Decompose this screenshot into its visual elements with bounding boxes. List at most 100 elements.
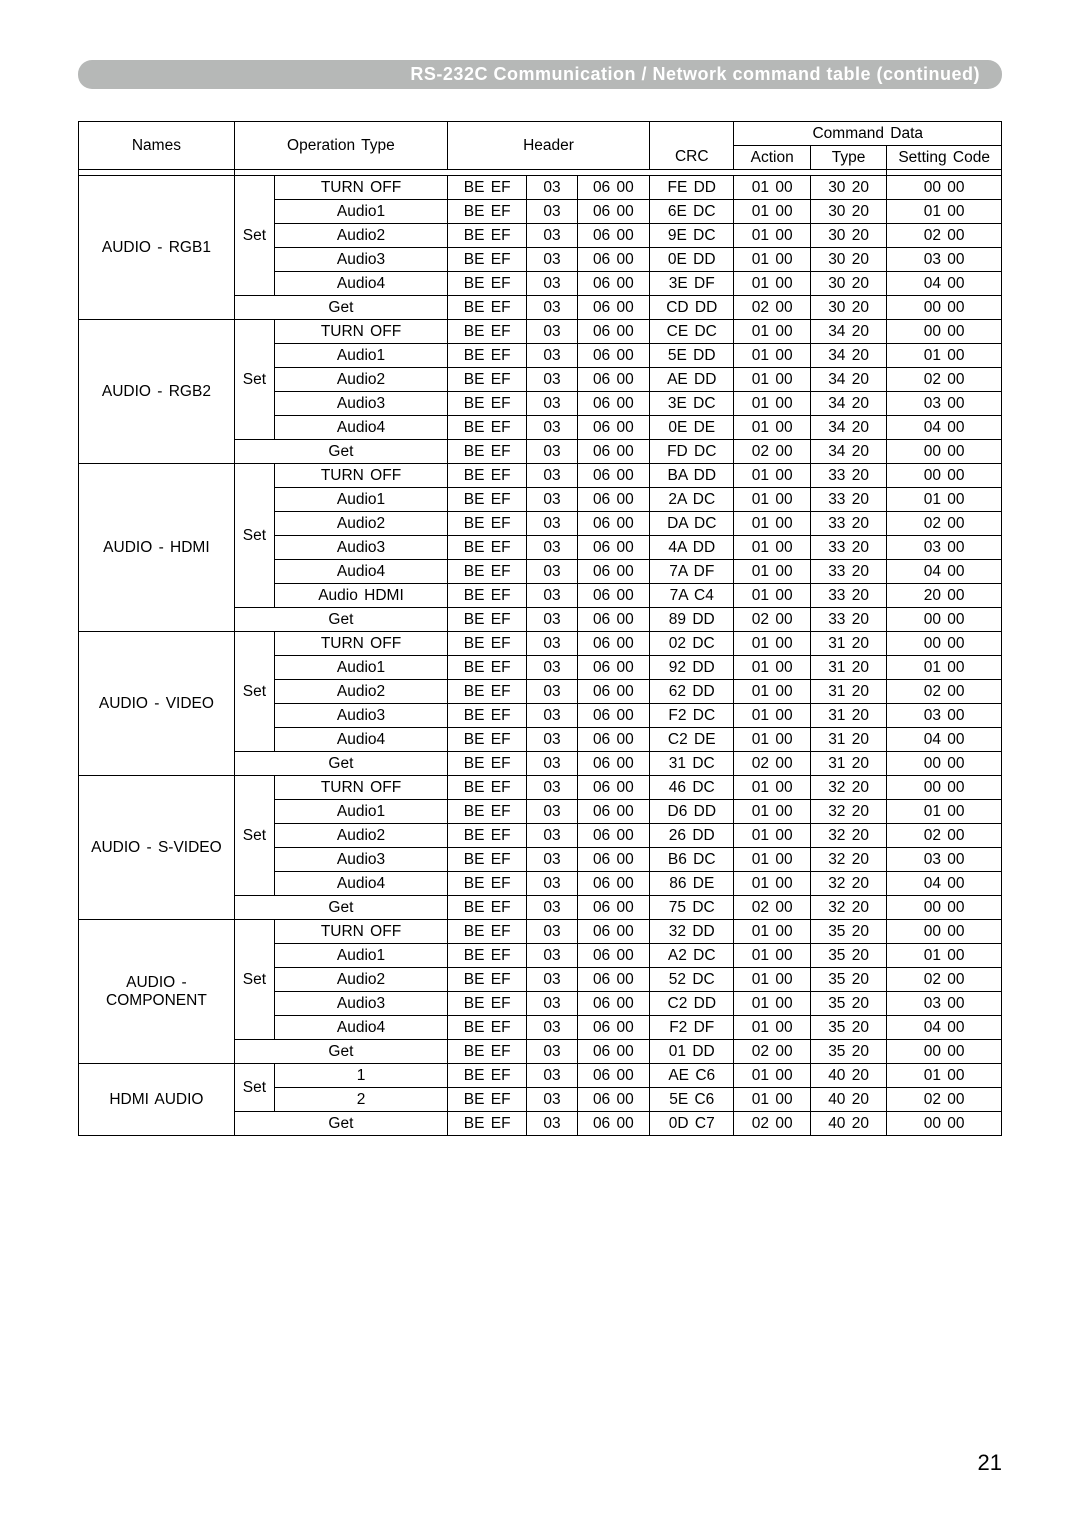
act-cell: 01 00 <box>734 560 810 584</box>
type-cell: 31 20 <box>810 752 886 776</box>
h3-cell: 06 00 <box>577 1064 649 1088</box>
op-cell: Audio2 <box>275 680 448 704</box>
h3-cell: 06 00 <box>577 656 649 680</box>
sc-cell: 04 00 <box>887 1016 1002 1040</box>
h3-cell: 06 00 <box>577 248 649 272</box>
act-cell: 02 00 <box>734 296 810 320</box>
h2-cell: 03 <box>527 656 577 680</box>
op-cell: Audio4 <box>275 728 448 752</box>
act-cell: 01 00 <box>734 416 810 440</box>
type-cell: 32 20 <box>810 776 886 800</box>
op-cell: TURN OFF <box>275 632 448 656</box>
op-cell: Audio4 <box>275 1016 448 1040</box>
sc-cell: 00 00 <box>887 320 1002 344</box>
crc-cell: 46 DC <box>650 776 734 800</box>
h1-cell: BE EF <box>447 944 526 968</box>
page-number: 21 <box>978 1450 1002 1476</box>
type-cell: 30 20 <box>810 248 886 272</box>
sc-cell: 02 00 <box>887 224 1002 248</box>
h1-cell: BE EF <box>447 896 526 920</box>
type-cell: 33 20 <box>810 512 886 536</box>
h1-cell: BE EF <box>447 536 526 560</box>
act-cell: 01 00 <box>734 944 810 968</box>
h3-cell: 06 00 <box>577 512 649 536</box>
h3-cell: 06 00 <box>577 296 649 320</box>
type-cell: 31 20 <box>810 728 886 752</box>
sc-cell: 04 00 <box>887 416 1002 440</box>
set-label: Set <box>234 632 274 752</box>
type-cell: 32 20 <box>810 800 886 824</box>
type-cell: 35 20 <box>810 968 886 992</box>
act-cell: 01 00 <box>734 632 810 656</box>
h3-cell: 06 00 <box>577 440 649 464</box>
h2-cell: 03 <box>527 680 577 704</box>
type-cell: 30 20 <box>810 296 886 320</box>
op-cell: Audio2 <box>275 512 448 536</box>
h3-cell: 06 00 <box>577 968 649 992</box>
h1-cell: BE EF <box>447 776 526 800</box>
sc-cell: 04 00 <box>887 272 1002 296</box>
h2-cell: 03 <box>527 1112 577 1136</box>
h1-cell: BE EF <box>447 680 526 704</box>
crc-cell: 7A C4 <box>650 584 734 608</box>
h1-cell: BE EF <box>447 200 526 224</box>
command-table: Names Operation Type Header Command Data… <box>78 121 1002 1136</box>
h1-cell: BE EF <box>447 512 526 536</box>
h3-cell: 06 00 <box>577 944 649 968</box>
h2-cell: 03 <box>527 416 577 440</box>
crc-cell: D6 DD <box>650 800 734 824</box>
type-cell: 35 20 <box>810 992 886 1016</box>
sc-cell: 00 00 <box>887 608 1002 632</box>
op-cell: TURN OFF <box>275 776 448 800</box>
act-cell: 01 00 <box>734 776 810 800</box>
h1-cell: BE EF <box>447 272 526 296</box>
type-cell: 35 20 <box>810 1040 886 1064</box>
type-cell: 40 20 <box>810 1064 886 1088</box>
crc-cell: FD DC <box>650 440 734 464</box>
h2-cell: 03 <box>527 512 577 536</box>
act-cell: 01 00 <box>734 248 810 272</box>
op-cell: Audio4 <box>275 272 448 296</box>
op-cell: Audio3 <box>275 392 448 416</box>
th-crc: CRC <box>650 146 734 170</box>
op-cell-get: Get <box>234 440 447 464</box>
crc-cell: F2 DF <box>650 1016 734 1040</box>
h3-cell: 06 00 <box>577 368 649 392</box>
h2-cell: 03 <box>527 464 577 488</box>
group-name: AUDIO - VIDEO <box>79 632 235 776</box>
group-name: AUDIO - RGB2 <box>79 320 235 464</box>
set-label: Set <box>234 176 274 296</box>
h1-cell: BE EF <box>447 1064 526 1088</box>
op-cell: Audio3 <box>275 704 448 728</box>
h2-cell: 03 <box>527 752 577 776</box>
h2-cell: 03 <box>527 584 577 608</box>
h3-cell: 06 00 <box>577 320 649 344</box>
sc-cell: 00 00 <box>887 920 1002 944</box>
h1-cell: BE EF <box>447 968 526 992</box>
th-action: Action <box>734 146 810 170</box>
h2-cell: 03 <box>527 1040 577 1064</box>
group-name: AUDIO - HDMI <box>79 464 235 632</box>
h3-cell: 06 00 <box>577 392 649 416</box>
sc-cell: 03 00 <box>887 848 1002 872</box>
sc-cell: 03 00 <box>887 992 1002 1016</box>
crc-cell: F2 DC <box>650 704 734 728</box>
crc-cell: AE DD <box>650 368 734 392</box>
op-cell: Audio1 <box>275 488 448 512</box>
sc-cell: 01 00 <box>887 800 1002 824</box>
crc-cell: 75 DC <box>650 896 734 920</box>
h2-cell: 03 <box>527 1064 577 1088</box>
op-cell: 1 <box>275 1064 448 1088</box>
act-cell: 01 00 <box>734 392 810 416</box>
sc-cell: 20 00 <box>887 584 1002 608</box>
crc-cell: 92 DD <box>650 656 734 680</box>
h3-cell: 06 00 <box>577 776 649 800</box>
h1-cell: BE EF <box>447 464 526 488</box>
h2-cell: 03 <box>527 872 577 896</box>
crc-cell: 52 DC <box>650 968 734 992</box>
act-cell: 01 00 <box>734 320 810 344</box>
sc-cell: 03 00 <box>887 248 1002 272</box>
crc-cell: 6E DC <box>650 200 734 224</box>
h3-cell: 06 00 <box>577 176 649 200</box>
h1-cell: BE EF <box>447 296 526 320</box>
